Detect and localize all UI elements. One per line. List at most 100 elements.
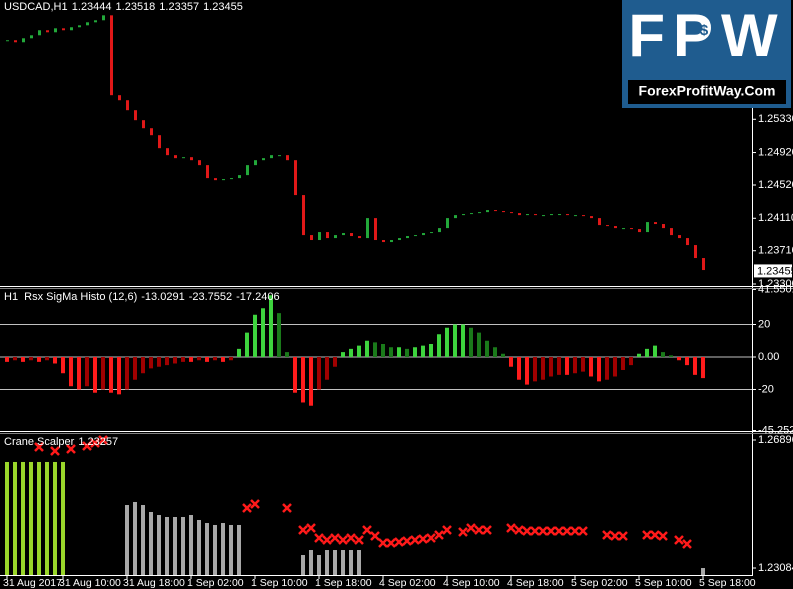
histogram-bar (229, 356, 233, 361)
histogram-bar (13, 356, 17, 361)
candle (398, 238, 401, 241)
signal-marker (554, 526, 564, 536)
signal-marker (618, 531, 628, 541)
signal-marker (282, 503, 292, 513)
histogram-bar (117, 356, 121, 395)
signal-marker (530, 526, 540, 536)
histogram-bar (525, 356, 529, 385)
histogram-bar (29, 356, 33, 361)
signal-bar (29, 461, 33, 575)
candle (702, 258, 705, 271)
candle (662, 224, 665, 229)
signal-bar (173, 516, 177, 575)
histogram-bar (181, 356, 185, 362)
candle (318, 232, 321, 241)
y-tick-label: 1.23084 (758, 562, 793, 574)
candle (430, 232, 433, 234)
high: 1.23518 (116, 1, 156, 13)
indicator-name: Crane Scalper (4, 436, 75, 448)
crane-header: Crane Scalper 1.23257 (4, 436, 118, 448)
signal-bar (21, 461, 25, 575)
histogram-bar (77, 356, 81, 390)
histogram-bar (5, 356, 9, 362)
logo-band (628, 80, 786, 104)
histogram-bar (69, 356, 73, 387)
signal-bar (701, 568, 705, 575)
candle (278, 155, 281, 157)
histogram-bar (61, 356, 65, 374)
histogram-bar (565, 356, 569, 375)
histogram-bar (517, 356, 521, 380)
candle (598, 218, 601, 226)
candle (382, 240, 385, 243)
histogram-bar (301, 356, 305, 403)
histogram-bar (413, 347, 417, 357)
signal-bar (13, 461, 17, 575)
candle (262, 158, 265, 161)
candle (310, 235, 313, 241)
candle (622, 228, 625, 230)
y-tick-label: 1.23710 (758, 245, 793, 257)
histogram-bar (469, 327, 473, 357)
signal-marker (522, 526, 532, 536)
candle (438, 228, 441, 233)
histogram-bar (309, 356, 313, 406)
indicator-header: H1 Rsx SigMa Histo (12,6) -13.0291 -23.755… (4, 291, 280, 303)
price-header: USDCAD,H1 1.23444 1.23518 1.23357 1.23455 (4, 1, 243, 13)
candle (422, 233, 425, 236)
logo-symbol: $ (700, 22, 709, 39)
histogram-bar (325, 356, 329, 380)
candle (14, 40, 17, 43)
candle (334, 235, 337, 239)
signal-marker (66, 444, 76, 454)
signal-marker (338, 535, 348, 545)
histogram-bar (429, 343, 433, 357)
histogram-bar (277, 313, 281, 357)
histogram-bar (149, 356, 153, 369)
signal-marker (98, 435, 108, 445)
candle (294, 160, 297, 196)
histogram-bar (557, 356, 561, 375)
candle (510, 212, 513, 214)
candle (550, 214, 553, 216)
x-tick-label: 31 Aug 2017 (3, 577, 62, 589)
signal-marker (370, 531, 380, 541)
candle (126, 100, 129, 111)
signal-bar (181, 516, 185, 575)
signal-marker (658, 531, 668, 541)
candle (198, 160, 201, 166)
histogram-bar (365, 340, 369, 357)
signal-bar (333, 550, 337, 575)
signal-bar (5, 461, 9, 575)
signal-marker (386, 538, 396, 548)
histogram-bar (677, 356, 681, 361)
candle (142, 120, 145, 129)
signal-bar (221, 523, 225, 575)
histogram-bar (533, 356, 537, 382)
signal-marker (442, 525, 452, 535)
histogram-bar (157, 356, 161, 367)
histogram-bar (173, 356, 177, 364)
candle (134, 110, 137, 121)
candle (62, 28, 65, 31)
candle (462, 214, 465, 216)
y-tick-label: 1.24520 (758, 179, 793, 191)
histogram-bar (549, 356, 553, 377)
signal-bar (37, 461, 41, 575)
signal-bar (357, 550, 361, 575)
signal-bar (237, 524, 241, 575)
candle (350, 233, 353, 237)
logo-mark: FPW (628, 2, 785, 69)
candle (118, 95, 121, 101)
x-tick-label: 1 Sep 18:00 (315, 577, 372, 589)
readout: -17.2406 (236, 291, 279, 303)
candle (638, 229, 641, 233)
signal-bar (125, 505, 129, 575)
candle (502, 211, 505, 213)
y-tick-label: 1.25330 (758, 113, 793, 125)
candle (542, 215, 545, 217)
signal-marker (466, 523, 476, 533)
candle (534, 214, 537, 216)
candle (454, 215, 457, 219)
